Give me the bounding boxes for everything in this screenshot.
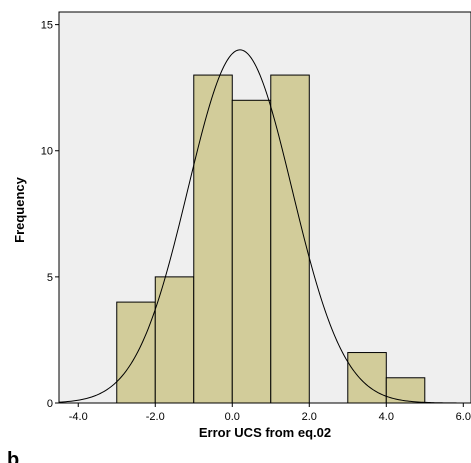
x-tick-label: 6.0 bbox=[456, 411, 471, 423]
y-tick-label: 10 bbox=[41, 146, 53, 158]
y-axis-label: Frequency bbox=[12, 176, 27, 243]
histogram-bar-4 bbox=[231, 99, 272, 404]
y-axis-ticks: 0 5 10 15 bbox=[41, 20, 59, 410]
x-tick-label: 2.0 bbox=[302, 411, 317, 423]
x-axis-label: Error UCS from eq.02 bbox=[199, 425, 331, 440]
y-tick-label: 15 bbox=[41, 20, 53, 32]
histogram-bar-5 bbox=[270, 74, 310, 404]
histogram-bar-7 bbox=[347, 352, 387, 404]
x-tick-label: 4.0 bbox=[379, 411, 394, 423]
x-tick-label: -2.0 bbox=[146, 411, 165, 423]
histogram-bar-1 bbox=[116, 301, 156, 404]
histogram-bar-8 bbox=[385, 377, 426, 404]
histogram-bars bbox=[116, 74, 426, 404]
x-axis-ticks: -4.0 -2.0 0.0 2.0 4.0 6.0 bbox=[69, 403, 471, 423]
x-tick-label: -4.0 bbox=[69, 411, 88, 423]
x-tick-label: 0.0 bbox=[225, 411, 240, 423]
y-tick-label: 0 bbox=[47, 398, 53, 410]
histogram-bar-2 bbox=[154, 276, 195, 404]
normal-curve bbox=[58, 49, 471, 404]
histogram-bar-3 bbox=[193, 74, 233, 404]
bottom-left-mark: b bbox=[7, 449, 19, 463]
y-tick-label: 5 bbox=[47, 272, 53, 284]
